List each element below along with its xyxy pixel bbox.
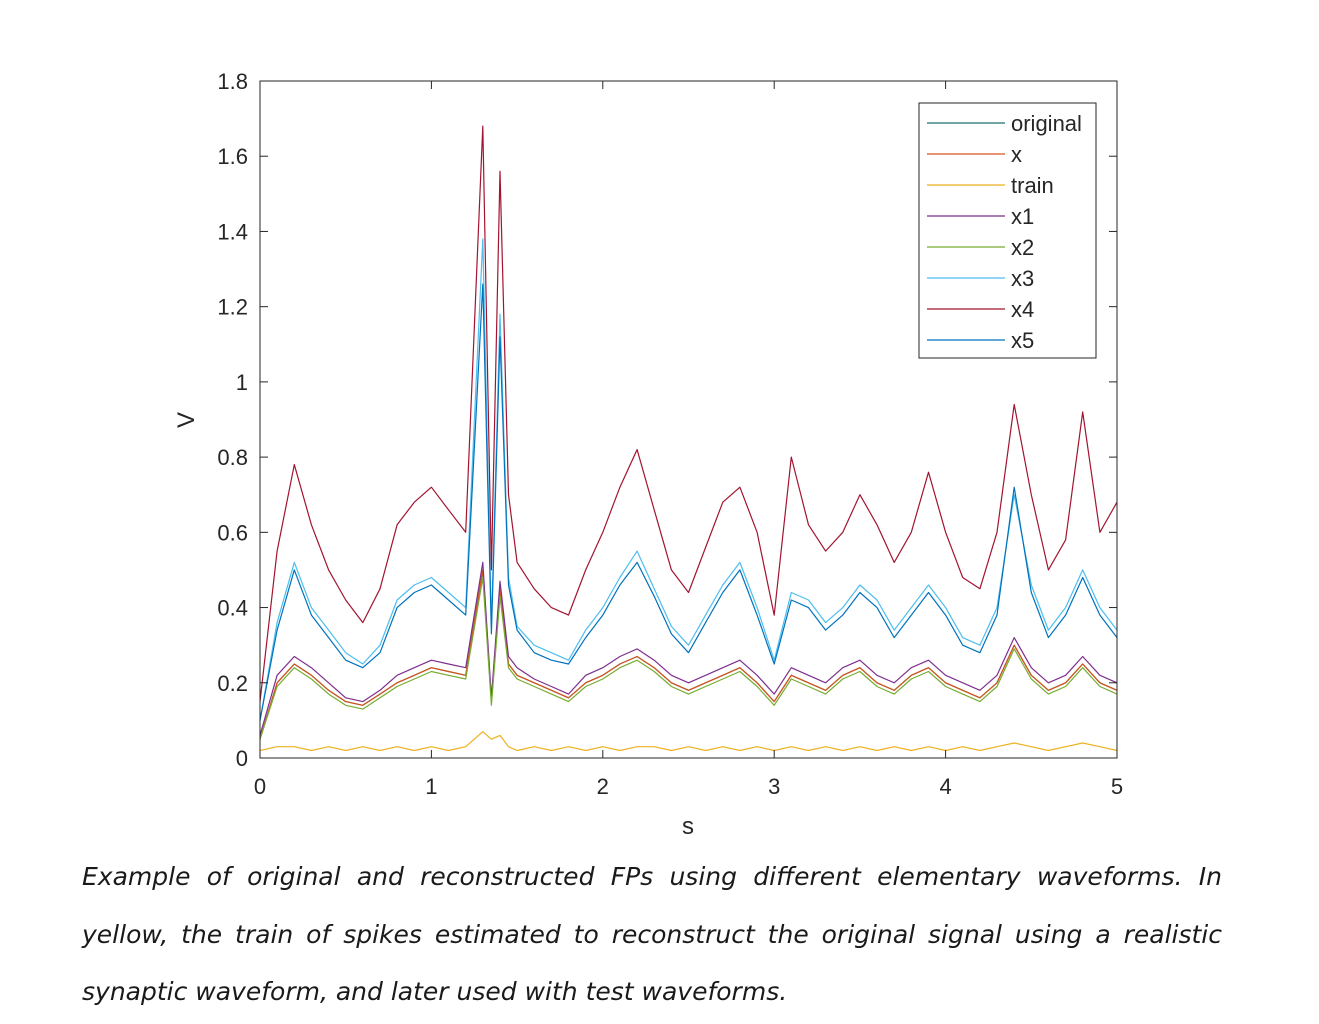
x-tick-label: 5 xyxy=(1111,774,1123,799)
y-axis-label: V xyxy=(173,412,200,428)
legend-label-x: x xyxy=(1011,142,1022,167)
x-tick-label: 2 xyxy=(597,774,609,799)
plot-area xyxy=(259,80,1118,759)
y-tick-label: 0.4 xyxy=(217,596,248,621)
legend-label-x2: x2 xyxy=(1011,235,1034,260)
series-line-x5 xyxy=(259,283,1118,721)
x-axis-label: s xyxy=(682,813,694,840)
series-line-x2 xyxy=(259,576,1118,740)
series-line-x3 xyxy=(259,238,1118,721)
legend-label-x3: x3 xyxy=(1011,266,1034,291)
y-tick-label: 1.2 xyxy=(217,295,248,320)
legend-label-original: original xyxy=(1011,111,1082,136)
x-tick-label: 1 xyxy=(425,774,437,799)
y-ticks: 0 0.2 0.4 0.6 0.8 1 1.2 1.4 1.6 1.8 xyxy=(217,69,1117,771)
series-line-x1 xyxy=(259,561,1118,736)
series-line-x4 xyxy=(259,125,1118,702)
y-tick-label: 0.8 xyxy=(217,445,248,470)
series-line-original xyxy=(259,569,1118,740)
y-tick-label: 1 xyxy=(236,370,248,395)
legend-label-x1: x1 xyxy=(1011,204,1034,229)
figure: 0 1 2 3 4 5 0 0.2 0.4 0.6 0.8 1 1.2 1.4 1.6 1.8 s V or… xyxy=(173,69,1123,840)
series-line-train xyxy=(259,731,1118,752)
y-tick-label: 1.8 xyxy=(217,69,248,94)
x-tick-label: 3 xyxy=(768,774,780,799)
y-tick-label: 0.6 xyxy=(217,520,248,545)
y-tick-label: 0.2 xyxy=(217,671,248,696)
legend-label-x4: x4 xyxy=(1011,297,1034,322)
x-tick-label: 0 xyxy=(254,774,266,799)
series-line-x xyxy=(259,569,1118,740)
x-tick-label: 4 xyxy=(939,774,951,799)
y-tick-label: 0 xyxy=(236,746,248,771)
y-tick-label: 1.6 xyxy=(217,144,248,169)
y-tick-label: 1.4 xyxy=(217,219,248,244)
x-ticks: 0 1 2 3 4 5 xyxy=(254,81,1123,799)
legend: original x train x1 x2 x3 x4 x5 xyxy=(918,102,1097,359)
figure-caption: Example of original and reconstructed FP… xyxy=(82,862,1222,1006)
plot-lines xyxy=(259,125,1118,752)
legend-box xyxy=(918,102,1097,359)
legend-label-train: train xyxy=(1011,173,1054,198)
legend-label-x5: x5 xyxy=(1011,328,1034,353)
